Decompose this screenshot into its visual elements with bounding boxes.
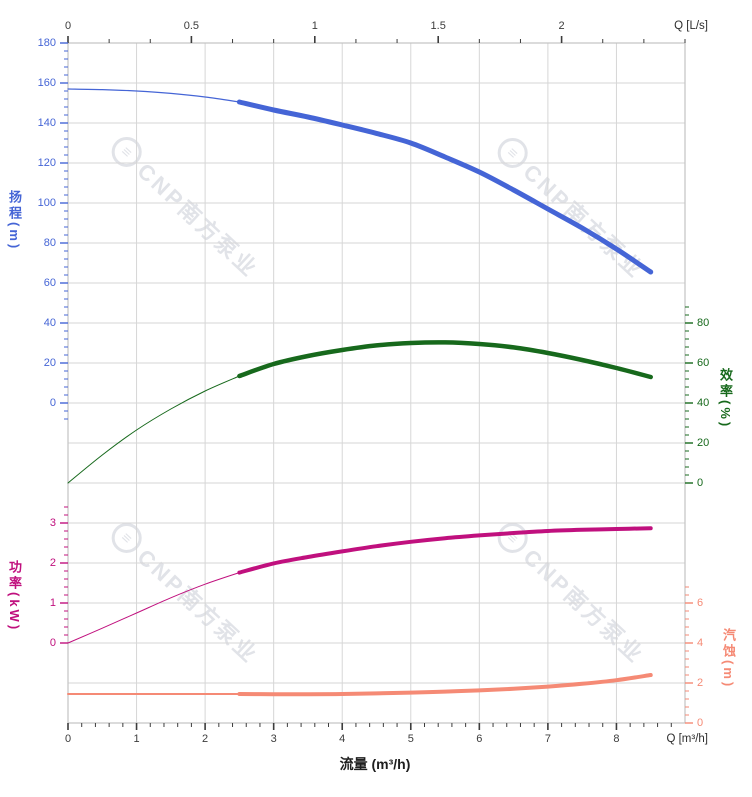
bottom-axis-unit-label: Q [m³/h]: [666, 733, 708, 745]
flow-axis-title: 流量 (m³/h): [339, 756, 411, 772]
plot-border: [67, 42, 686, 724]
head-axis-title: 扬程(m): [7, 190, 22, 252]
efficiency-axis-title: 效率(%): [718, 368, 733, 430]
power-axis-title: 功率(kW): [7, 560, 22, 633]
power-curve-thin: [67, 572, 240, 644]
npsh-curve: [237, 673, 653, 697]
efficiency-curve-thin: [67, 375, 240, 484]
head-curve: [236, 99, 654, 275]
efficiency-curve: [237, 340, 653, 380]
head-curve-thin: [67, 88, 240, 103]
npsh-axis-title: 汽蚀(m): [721, 628, 736, 690]
power-curve: [237, 526, 653, 575]
top-axis-unit-label: Q [L/s]: [674, 20, 708, 32]
